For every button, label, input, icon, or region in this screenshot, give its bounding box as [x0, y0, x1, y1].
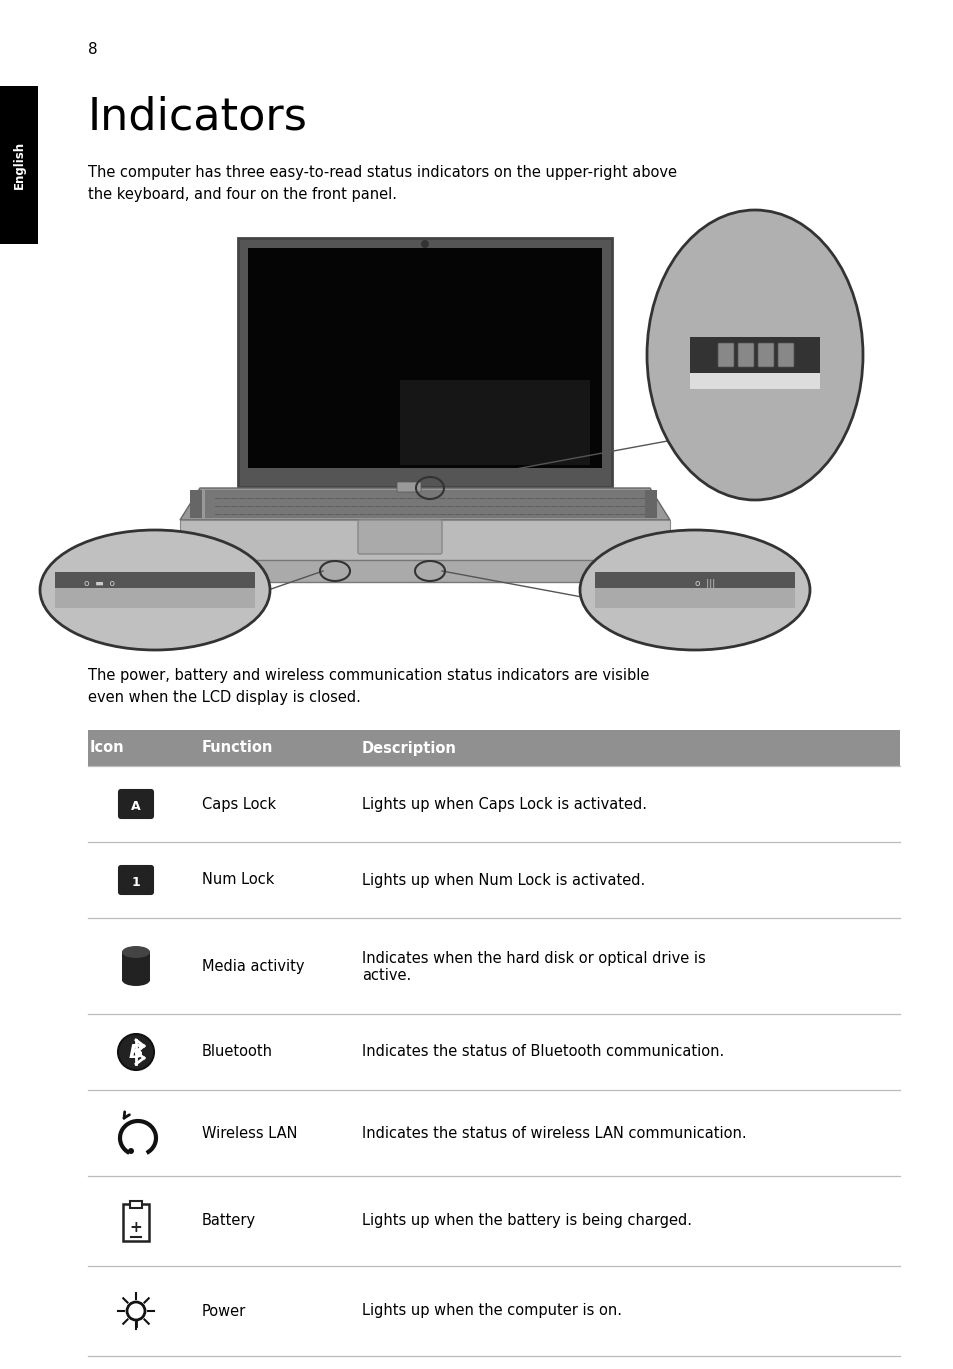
Text: Lights up when Num Lock is activated.: Lights up when Num Lock is activated. — [361, 872, 644, 887]
Text: Function: Function — [202, 741, 274, 756]
Text: Indicates the status of wireless LAN communication.: Indicates the status of wireless LAN com… — [361, 1125, 746, 1140]
Text: English: English — [12, 141, 26, 189]
Text: Indicates the status of Bluetooth communication.: Indicates the status of Bluetooth commun… — [361, 1045, 723, 1060]
FancyBboxPatch shape — [689, 372, 820, 389]
FancyBboxPatch shape — [399, 381, 589, 465]
FancyBboxPatch shape — [122, 951, 150, 980]
Circle shape — [118, 1034, 153, 1071]
Text: Description: Description — [361, 741, 456, 756]
FancyBboxPatch shape — [357, 520, 441, 554]
Ellipse shape — [579, 530, 809, 650]
FancyBboxPatch shape — [55, 572, 254, 589]
Text: 8: 8 — [88, 42, 97, 57]
FancyBboxPatch shape — [119, 867, 152, 894]
Circle shape — [128, 1149, 133, 1154]
Ellipse shape — [122, 946, 150, 958]
Text: Bluetooth: Bluetooth — [202, 1045, 273, 1060]
FancyBboxPatch shape — [0, 86, 38, 244]
Text: The computer has three easy-to-read status indicators on the upper-right above
t: The computer has three easy-to-read stat… — [88, 166, 677, 203]
FancyBboxPatch shape — [180, 520, 669, 560]
Text: active.: active. — [361, 968, 411, 983]
FancyBboxPatch shape — [778, 344, 793, 367]
Text: +: + — [130, 1220, 142, 1235]
Text: Indicates when the hard disk or optical drive is: Indicates when the hard disk or optical … — [361, 950, 705, 965]
Text: B: B — [129, 1043, 143, 1062]
FancyBboxPatch shape — [174, 560, 675, 582]
Text: Lights up when Caps Lock is activated.: Lights up when Caps Lock is activated. — [361, 797, 646, 812]
Ellipse shape — [122, 973, 150, 986]
Text: Caps Lock: Caps Lock — [202, 797, 275, 812]
FancyBboxPatch shape — [689, 337, 820, 372]
Ellipse shape — [646, 209, 862, 500]
FancyBboxPatch shape — [130, 1201, 142, 1207]
FancyBboxPatch shape — [190, 490, 202, 517]
Circle shape — [420, 240, 429, 248]
FancyBboxPatch shape — [738, 344, 753, 367]
FancyBboxPatch shape — [644, 490, 657, 517]
Text: Icon: Icon — [90, 741, 125, 756]
FancyBboxPatch shape — [237, 238, 612, 487]
Text: The power, battery and wireless communication status indicators are visible
even: The power, battery and wireless communic… — [88, 668, 649, 705]
Text: Media activity: Media activity — [202, 958, 304, 973]
FancyBboxPatch shape — [595, 572, 794, 608]
Ellipse shape — [40, 530, 270, 650]
Polygon shape — [180, 487, 669, 520]
Text: Lights up when the computer is on.: Lights up when the computer is on. — [361, 1303, 621, 1318]
FancyBboxPatch shape — [718, 344, 733, 367]
Text: 1: 1 — [132, 876, 140, 888]
Text: Wireless LAN: Wireless LAN — [202, 1125, 297, 1140]
FancyBboxPatch shape — [248, 248, 601, 468]
Text: o  |||: o ||| — [694, 579, 715, 587]
FancyBboxPatch shape — [396, 482, 420, 491]
Text: Num Lock: Num Lock — [202, 872, 274, 887]
Text: Battery: Battery — [202, 1213, 255, 1228]
FancyBboxPatch shape — [205, 490, 646, 517]
Text: Power: Power — [202, 1303, 246, 1318]
Text: Indicators: Indicators — [88, 94, 308, 138]
Text: o  ▬  o: o ▬ o — [85, 579, 115, 587]
FancyBboxPatch shape — [758, 344, 773, 367]
Text: A: A — [132, 799, 141, 812]
FancyBboxPatch shape — [123, 1203, 149, 1242]
FancyBboxPatch shape — [119, 790, 152, 819]
Text: Lights up when the battery is being charged.: Lights up when the battery is being char… — [361, 1213, 691, 1228]
FancyBboxPatch shape — [88, 730, 899, 767]
FancyBboxPatch shape — [55, 572, 254, 608]
FancyBboxPatch shape — [595, 572, 794, 589]
